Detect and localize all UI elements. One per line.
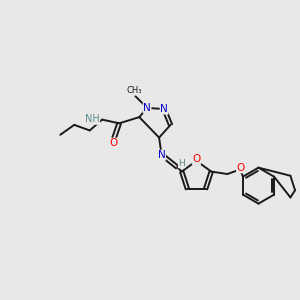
- Text: H: H: [178, 159, 185, 168]
- Text: O: O: [110, 138, 118, 148]
- Text: CH₃: CH₃: [126, 86, 142, 95]
- Text: O: O: [236, 163, 245, 173]
- Text: N: N: [158, 150, 165, 160]
- Text: O: O: [192, 154, 201, 164]
- Text: N: N: [143, 103, 151, 113]
- Text: N: N: [160, 104, 168, 114]
- Text: NH: NH: [85, 114, 100, 124]
